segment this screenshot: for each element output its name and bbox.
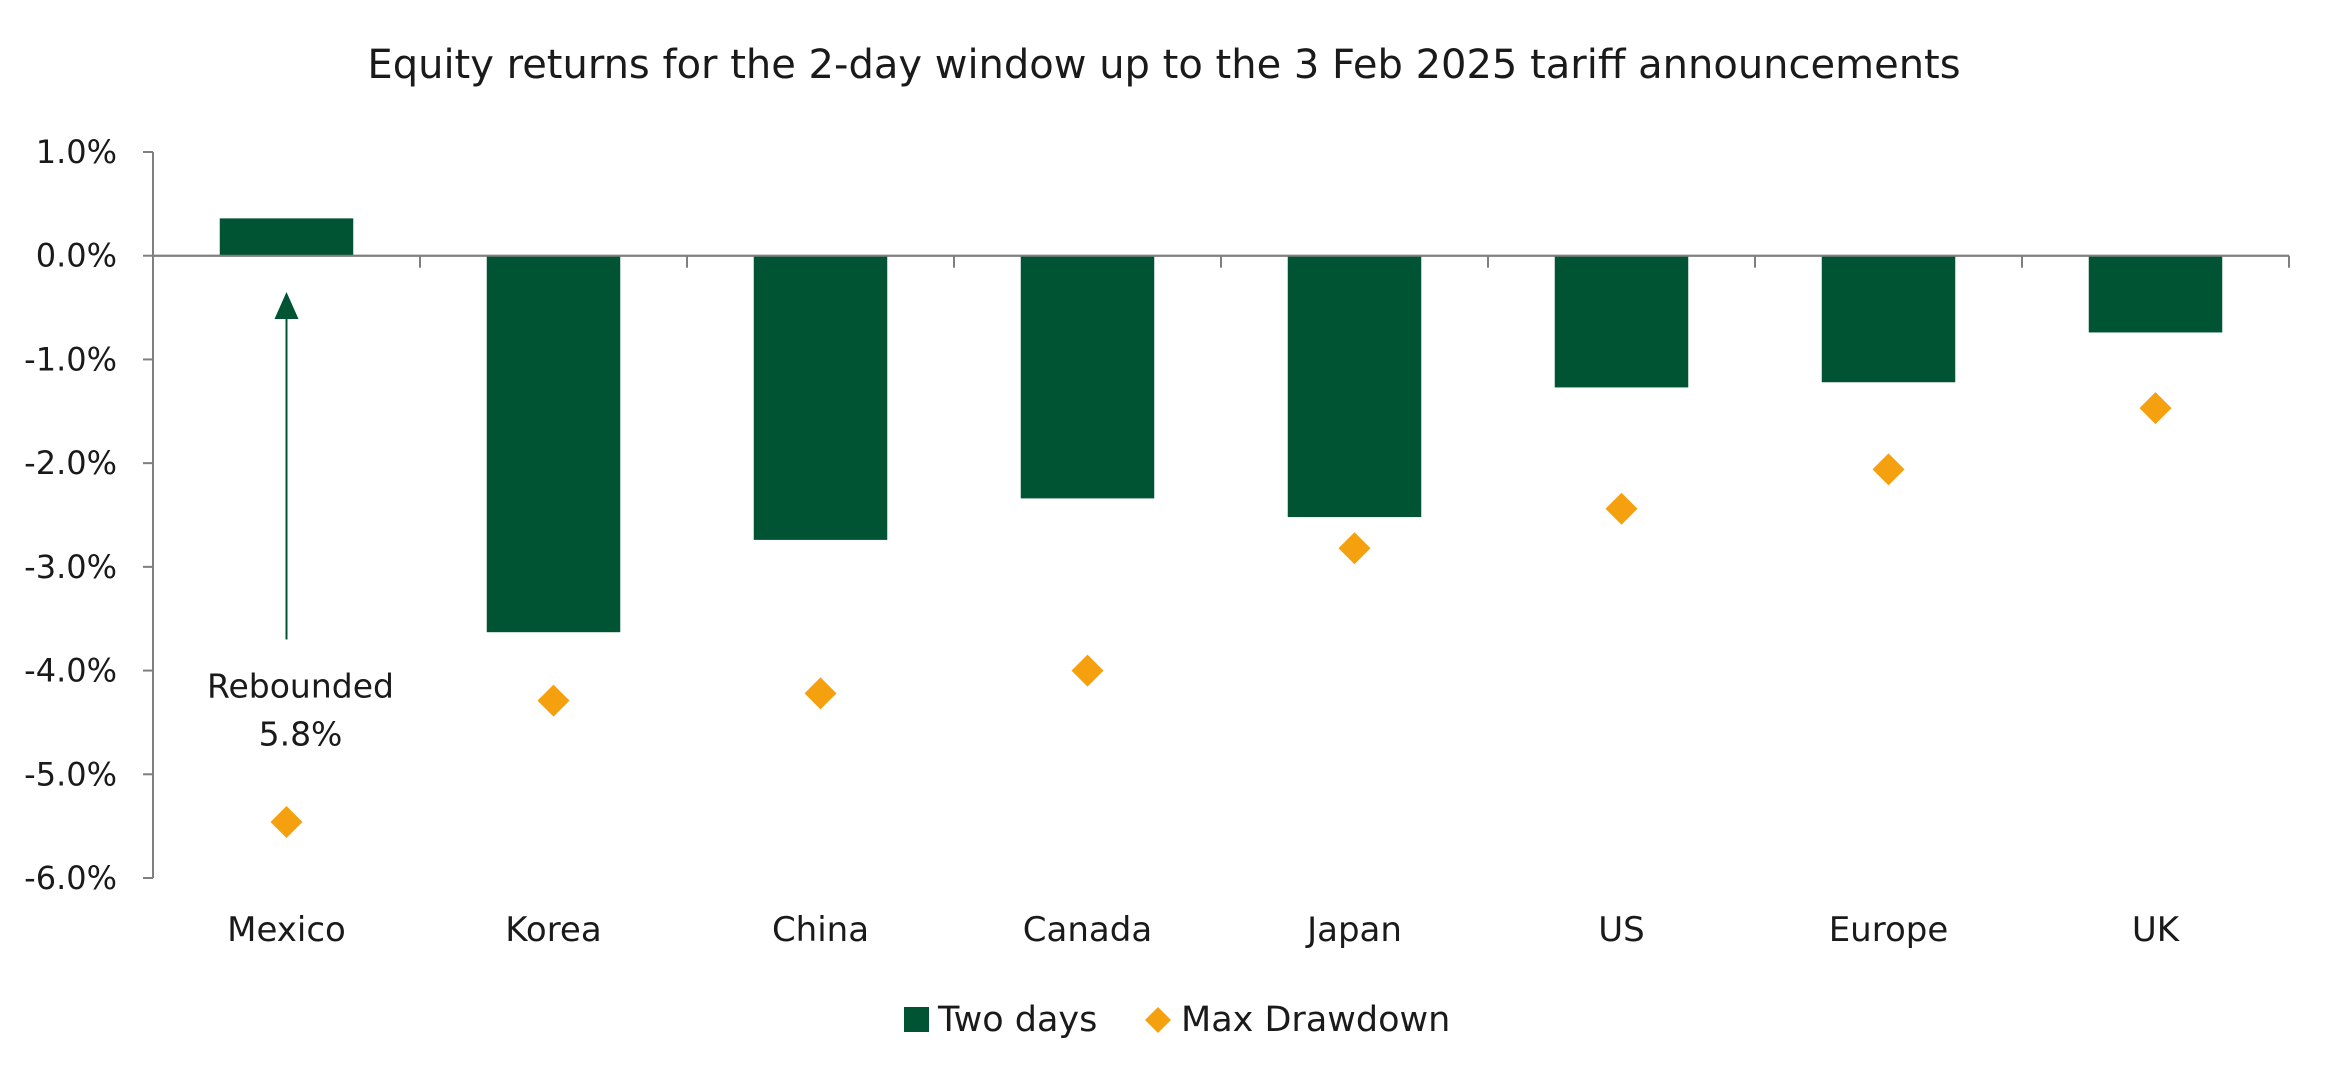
marker-us bbox=[1605, 492, 1638, 525]
y-tick-label: -3.0% bbox=[24, 548, 117, 586]
legend-swatch-max-drawdown bbox=[1145, 1007, 1171, 1033]
y-tick-label: 0.0% bbox=[36, 237, 117, 275]
x-tick-label-korea: Korea bbox=[505, 910, 601, 950]
bar-europe bbox=[1821, 255, 1956, 383]
marker-korea bbox=[537, 684, 570, 717]
bar-china bbox=[753, 255, 888, 540]
legend-label-max-drawdown: Max Drawdown bbox=[1181, 1000, 1450, 1040]
bar-mexico bbox=[219, 218, 354, 256]
bar-us bbox=[1554, 255, 1689, 388]
legend: Two days Max Drawdown bbox=[904, 1000, 1450, 1040]
chart-title: Equity returns for the 2-day window up t… bbox=[367, 42, 1960, 88]
x-axis: Mexico Korea China Canada Japan US Europe UK bbox=[153, 254, 2290, 950]
x-tick-label-china: China bbox=[772, 910, 869, 950]
legend-label-two-days: Two days bbox=[937, 1000, 1097, 1040]
y-tick-label: 1.0% bbox=[36, 133, 117, 171]
x-tick-label-canada: Canada bbox=[1023, 910, 1152, 950]
x-tick-label-mexico: Mexico bbox=[227, 910, 346, 950]
marker-china bbox=[804, 677, 837, 710]
y-tick-label: -1.0% bbox=[24, 340, 117, 378]
y-tick-label: -6.0% bbox=[24, 859, 117, 897]
y-tick-label: -5.0% bbox=[24, 755, 117, 793]
x-tick-label-uk: UK bbox=[2132, 910, 2181, 950]
bar-uk bbox=[2088, 255, 2223, 333]
x-tick-label-us: US bbox=[1598, 910, 1644, 950]
y-axis: 1.0% 0.0% -1.0% -2.0% -3.0% -4.0% -5.0% -6.0% bbox=[24, 133, 154, 897]
marker-uk bbox=[2139, 392, 2172, 425]
y-tick-label: -4.0% bbox=[24, 652, 117, 690]
annotation-arrowhead bbox=[274, 292, 299, 320]
y-tick-label: -2.0% bbox=[24, 444, 117, 482]
annotation-text-line-1: Rebounded bbox=[207, 666, 394, 705]
x-tick-label-japan: Japan bbox=[1305, 910, 1402, 950]
marker-japan bbox=[1338, 532, 1371, 565]
marker-series bbox=[270, 392, 2172, 838]
x-tick-label-europe: Europe bbox=[1829, 910, 1949, 950]
marker-canada bbox=[1071, 654, 1104, 687]
bar-canada bbox=[1020, 255, 1155, 499]
bar-korea bbox=[486, 255, 621, 633]
marker-europe bbox=[1872, 453, 1905, 486]
annotation: Rebounded 5.8% bbox=[207, 292, 394, 753]
bar-series bbox=[153, 218, 2289, 633]
legend-swatch-two-days bbox=[904, 1007, 929, 1032]
annotation-text-line-2: 5.8% bbox=[259, 714, 343, 753]
bar-japan bbox=[1287, 255, 1422, 518]
marker-mexico bbox=[270, 805, 303, 838]
